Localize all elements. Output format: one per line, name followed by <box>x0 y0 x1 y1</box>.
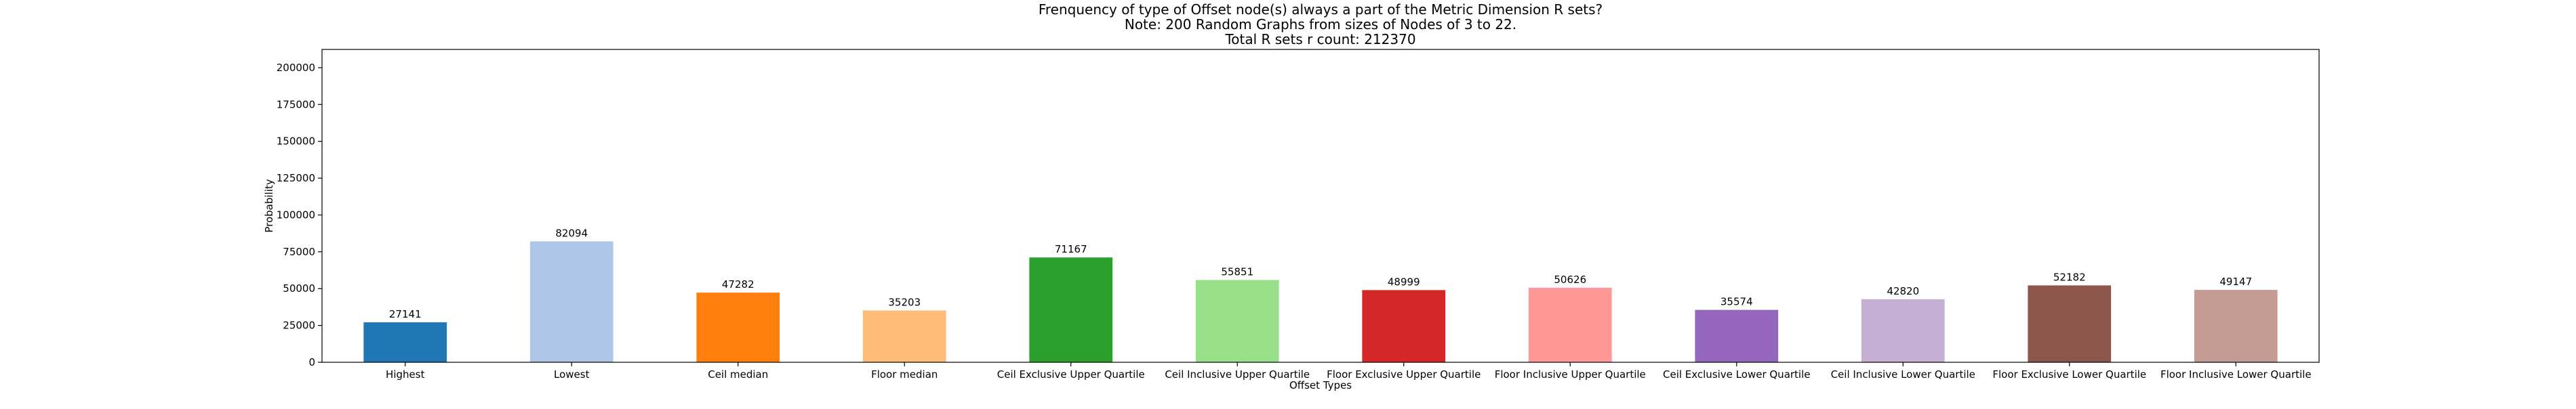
x-tick-label-0: Highest <box>386 368 425 381</box>
chart-title: Frenquency of type of Offset node(s) alw… <box>1039 1 1603 47</box>
bar-0 <box>363 322 447 362</box>
y-tick-label-8: 200000 <box>277 62 315 74</box>
plot-frame <box>321 49 2320 363</box>
data-label-5: 55851 <box>1221 265 1253 278</box>
x-tick-label-9: Ceil Inclusive Lower Quartile <box>1831 368 1975 381</box>
chart-title-line-3: Total R sets r count: 212370 <box>1224 31 1415 47</box>
data-label-11: 49147 <box>2219 276 2252 288</box>
bar-5 <box>1195 280 1279 362</box>
data-label-9: 42820 <box>1887 285 1919 297</box>
data-label-0: 27141 <box>389 308 422 320</box>
x-tick-label-7: Floor Inclusive Upper Quartile <box>1495 368 1646 381</box>
data-labels-group: 27141 82094 47282 35203 71167 55851 48999 50626… <box>389 227 2252 320</box>
data-label-3: 35203 <box>888 296 921 308</box>
bar-9 <box>1861 299 1945 362</box>
x-tick-label-8: Ceil Exclusive Lower Quartile <box>1663 368 1811 381</box>
y-tick-label-5: 125000 <box>277 172 315 184</box>
y-tick-label-4: 100000 <box>277 209 315 221</box>
bar-1 <box>529 241 613 362</box>
chart-title-line-1: Frenquency of type of Offset node(s) alw… <box>1039 1 1603 18</box>
x-axis-label: Offset Types <box>1289 379 1352 391</box>
bars-group <box>363 241 2278 362</box>
bar-4 <box>1029 257 1113 362</box>
y-tick-label-2: 50000 <box>283 282 315 295</box>
x-tick-label-2: Ceil median <box>708 368 768 381</box>
bar-8 <box>1695 309 1779 362</box>
x-tick-label-4: Ceil Exclusive Upper Quartile <box>997 368 1145 381</box>
x-tick-label-3: Floor median <box>871 368 938 381</box>
x-axis: Highest Lowest Ceil median Floor median Ceil… <box>386 362 2312 381</box>
x-tick-label-10: Floor Exclusive Lower Quartile <box>1992 368 2146 381</box>
data-label-2: 47282 <box>722 278 754 290</box>
data-label-6: 48999 <box>1388 276 1420 288</box>
data-label-7: 50626 <box>1554 274 1586 286</box>
data-label-4: 71167 <box>1055 243 1087 255</box>
y-axis-label: Probability <box>263 179 275 232</box>
y-axis: 0 25000 50000 75000 100000 125000 150000 175000… <box>277 62 322 368</box>
chart-title-line-2: Note: 200 Random Graphs from sizes of No… <box>1125 16 1516 33</box>
y-tick-label-3: 75000 <box>283 246 315 258</box>
bar-11 <box>2194 290 2278 362</box>
bar-6 <box>1362 290 1446 362</box>
bar-7 <box>1528 287 1612 362</box>
y-tick-label-0: 0 <box>308 356 315 368</box>
data-label-10: 52182 <box>2053 271 2086 283</box>
y-tick-label-7: 175000 <box>277 98 315 110</box>
bar-10 <box>2028 285 2112 362</box>
x-tick-label-5: Ceil Inclusive Upper Quartile <box>1165 368 1310 381</box>
bar-3 <box>862 310 946 362</box>
y-tick-label-1: 25000 <box>283 320 315 332</box>
x-tick-label-11: Floor Inclusive Lower Quartile <box>2160 368 2312 381</box>
x-tick-label-6: Floor Exclusive Upper Quartile <box>1327 368 1481 381</box>
data-label-1: 82094 <box>555 227 588 239</box>
y-tick-label-6: 150000 <box>277 135 315 148</box>
bar-2 <box>696 293 780 362</box>
data-label-8: 35574 <box>1720 296 1753 308</box>
x-tick-label-1: Lowest <box>554 368 590 381</box>
